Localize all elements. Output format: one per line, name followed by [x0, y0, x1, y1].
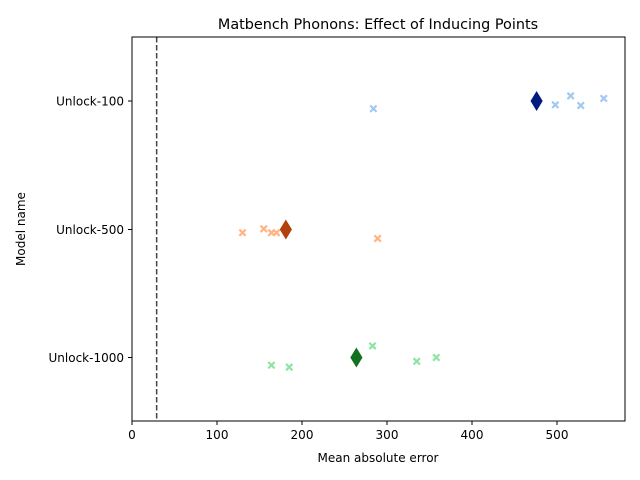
data-point	[373, 234, 382, 243]
mean-marker	[350, 347, 363, 368]
x-tick-label: 300	[376, 428, 399, 442]
x-tick-label: 200	[291, 428, 314, 442]
x-axis-label: Mean absolute error	[318, 451, 439, 465]
data-point	[238, 228, 247, 237]
x-tick-label: 100	[206, 428, 229, 442]
x-tick-label: 500	[546, 428, 569, 442]
data-point	[368, 341, 377, 350]
data-point	[566, 91, 575, 100]
axes: 0 100 200 300 400 500 Unlock-100 Unlock-500 Unlo…	[49, 36, 626, 442]
x-tick-label: 400	[461, 428, 484, 442]
data-point	[576, 101, 585, 110]
plot-area	[155, 37, 608, 421]
y-axis-label: Model name	[14, 192, 28, 266]
mean-marker	[530, 91, 543, 111]
data-point	[267, 361, 276, 370]
y-tick-label: Unlock-500	[56, 223, 124, 237]
data-point	[267, 228, 276, 237]
data-point	[369, 104, 378, 113]
y-tick-label: Unlock-100	[56, 95, 124, 109]
data-point	[285, 363, 294, 372]
plot-frame	[131, 36, 626, 422]
data-point	[272, 228, 281, 237]
data-point	[551, 100, 560, 109]
data-point	[259, 224, 268, 233]
chart-title: Matbench Phonons: Effect of Inducing Poi…	[218, 17, 538, 33]
data-point	[412, 357, 421, 366]
mean-marker	[279, 219, 292, 240]
data-point	[599, 94, 608, 103]
x-tick-label: 0	[128, 428, 136, 442]
y-tick-label: Unlock-1000	[49, 351, 124, 365]
data-point	[432, 353, 441, 362]
